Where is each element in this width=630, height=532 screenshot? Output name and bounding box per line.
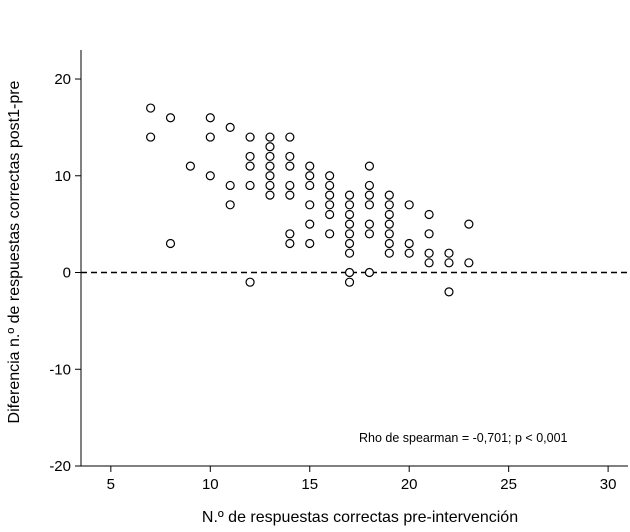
- data-point: [364, 190, 375, 200]
- data-point: [384, 190, 394, 200]
- data-point: [364, 219, 375, 229]
- data-point: [205, 113, 215, 123]
- data-point: [344, 200, 355, 210]
- data-point: [285, 180, 295, 191]
- data-point: [265, 151, 275, 162]
- data-point: [344, 248, 355, 258]
- data-point: [424, 248, 434, 258]
- data-point: [344, 277, 355, 287]
- data-point: [384, 238, 394, 249]
- data-point: [205, 132, 215, 142]
- data-point: [245, 161, 255, 171]
- data-point: [344, 219, 355, 229]
- data-point: [305, 180, 315, 191]
- data-point: [225, 200, 235, 210]
- data-point: [384, 248, 394, 258]
- y-tick-label: -20: [49, 458, 71, 475]
- data-point: [305, 219, 315, 229]
- data-point: [265, 190, 275, 200]
- data-point: [444, 287, 454, 297]
- x-tick-label: 25: [500, 476, 517, 493]
- data-point: [285, 132, 295, 142]
- data-point: [344, 209, 355, 220]
- data-point: [384, 229, 394, 239]
- x-tick-label: 15: [301, 476, 318, 493]
- data-point: [424, 229, 434, 239]
- data-point: [325, 209, 335, 220]
- y-tick-label: -10: [49, 361, 71, 378]
- data-point: [404, 200, 414, 210]
- data-point: [384, 209, 394, 220]
- data-points: [146, 103, 474, 297]
- data-point: [265, 142, 275, 152]
- data-point: [344, 190, 355, 200]
- y-tick-label: 10: [54, 168, 71, 185]
- data-point: [305, 171, 315, 181]
- data-point: [444, 248, 454, 258]
- data-point: [364, 180, 375, 191]
- data-point: [225, 122, 235, 132]
- data-point: [384, 219, 394, 229]
- data-point: [424, 258, 434, 268]
- data-point: [464, 258, 474, 268]
- data-point: [444, 258, 454, 268]
- x-tick-label: 5: [107, 476, 115, 493]
- data-point: [245, 277, 255, 287]
- data-point: [344, 238, 355, 249]
- data-point: [245, 180, 255, 191]
- data-point: [404, 248, 414, 258]
- data-point: [285, 238, 295, 249]
- data-point: [325, 200, 335, 210]
- data-point: [245, 132, 255, 142]
- data-point: [265, 171, 275, 181]
- data-point: [325, 171, 335, 181]
- data-point: [325, 190, 335, 200]
- x-tick-label: 10: [202, 476, 219, 493]
- data-point: [305, 161, 315, 171]
- y-tick-label: 20: [54, 71, 71, 88]
- data-point: [185, 161, 195, 171]
- data-point: [285, 151, 295, 162]
- data-point: [225, 180, 235, 191]
- data-point: [165, 113, 176, 123]
- data-point: [285, 161, 295, 171]
- data-point: [265, 161, 275, 171]
- data-point: [364, 161, 375, 171]
- x-tick-label: 30: [600, 476, 617, 493]
- data-point: [344, 229, 355, 239]
- data-point: [325, 229, 335, 239]
- data-point: [265, 132, 275, 142]
- data-point: [364, 229, 375, 239]
- data-point: [146, 132, 156, 142]
- data-point: [325, 180, 335, 191]
- spearman-annotation: Rho de spearman = -0,701; p < 0,001: [359, 431, 568, 445]
- y-ticks: -20 -10 0 10 20: [49, 71, 81, 475]
- data-point: [305, 238, 315, 249]
- data-point: [265, 180, 275, 191]
- x-ticks: 5 10 15 20 25 30: [107, 466, 617, 493]
- data-point: [384, 200, 394, 210]
- axes: [80, 50, 628, 467]
- data-point: [404, 238, 414, 249]
- data-point: [205, 171, 215, 181]
- data-point: [285, 229, 295, 239]
- data-point: [364, 267, 375, 278]
- x-tick-label: 20: [401, 476, 418, 493]
- data-point: [245, 151, 255, 162]
- y-tick-label: 0: [63, 265, 71, 282]
- data-point: [165, 238, 176, 249]
- data-point: [344, 267, 355, 278]
- data-point: [285, 190, 295, 200]
- y-axis-label: Diferencia n.º de respuestas correctas p…: [6, 80, 23, 423]
- data-point: [364, 200, 375, 210]
- x-axis-label: N.º de respuestas correctas pre-interven…: [202, 509, 518, 526]
- data-point: [305, 200, 315, 210]
- data-point: [464, 219, 474, 229]
- data-point: [146, 103, 156, 113]
- data-point: [424, 209, 434, 220]
